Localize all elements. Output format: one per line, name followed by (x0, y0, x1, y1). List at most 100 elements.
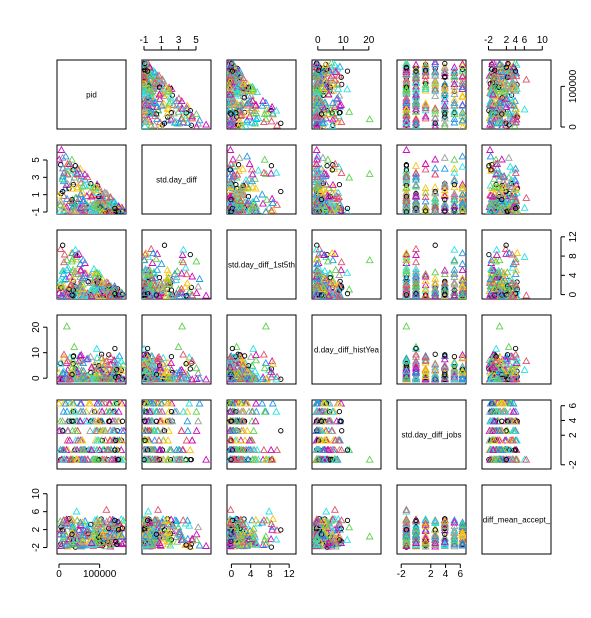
data-point (233, 188, 242, 196)
data-point (458, 274, 466, 282)
data-point (511, 257, 520, 266)
data-point (431, 284, 440, 292)
data-point (91, 273, 100, 281)
data-point (61, 374, 70, 382)
data-point (233, 76, 242, 84)
data-point (431, 60, 440, 66)
data-point (458, 91, 466, 99)
data-point (495, 183, 504, 191)
data-point (93, 268, 102, 276)
data-point (331, 159, 340, 167)
data-point (326, 269, 335, 277)
data-point (166, 291, 175, 299)
data-point (247, 91, 255, 99)
data-point (328, 256, 337, 264)
data-point (152, 80, 161, 88)
data-point (511, 164, 520, 172)
data-point (272, 168, 281, 176)
data-point (495, 255, 504, 264)
data-point (238, 83, 247, 91)
data-point (450, 164, 459, 172)
panel-r0-c2 (226, 59, 297, 130)
data-point (315, 98, 324, 107)
data-point (458, 366, 466, 374)
data-point (151, 281, 159, 289)
data-point (195, 116, 204, 124)
data-point (413, 190, 419, 197)
panel-points (402, 60, 466, 129)
data-point (511, 117, 520, 126)
panel-r2-c1 (141, 229, 212, 300)
data-point (450, 189, 459, 197)
data-point (159, 99, 168, 107)
data-point (499, 94, 508, 102)
data-point (168, 353, 175, 360)
data-point (402, 145, 411, 153)
data-point (156, 84, 163, 90)
data-point (142, 276, 149, 284)
data-point (509, 259, 518, 267)
data-point (431, 85, 440, 93)
data-point (84, 181, 93, 189)
data-point (168, 291, 177, 299)
data-point (85, 279, 91, 285)
data-point (175, 368, 184, 377)
data-point (412, 191, 420, 199)
data-point (458, 374, 466, 383)
data-point (431, 363, 440, 371)
data-point (163, 265, 172, 274)
data-point (58, 153, 67, 161)
data-point (72, 163, 79, 169)
data-point (150, 79, 159, 87)
data-point (412, 104, 420, 112)
data-point (60, 350, 68, 358)
data-point (86, 278, 95, 286)
data-point (158, 359, 167, 367)
data-point (330, 249, 339, 257)
data-point (494, 76, 503, 84)
data-point (233, 189, 242, 197)
data-point (161, 242, 168, 248)
data-point (155, 95, 164, 103)
data-point (365, 255, 374, 264)
data-point (142, 374, 150, 383)
data-point (232, 89, 241, 97)
data-point (250, 373, 259, 381)
data-point (68, 274, 77, 282)
data-point (440, 83, 449, 92)
data-point (312, 145, 321, 153)
data-point (402, 98, 411, 107)
data-point (172, 289, 181, 297)
data-point (412, 267, 420, 275)
data-point (178, 250, 187, 258)
data-point (188, 114, 197, 122)
data-point (267, 104, 276, 112)
data-point (324, 163, 330, 169)
data-point (175, 291, 184, 299)
data-point (458, 205, 466, 214)
data-point (142, 64, 147, 71)
variable-label: std.day_diff_1st5th (228, 261, 295, 270)
data-point (60, 175, 69, 184)
data-point (79, 358, 88, 367)
data-point (421, 276, 430, 285)
data-point (177, 284, 186, 292)
data-point (431, 359, 440, 367)
data-point (174, 342, 183, 350)
data-point (227, 71, 235, 79)
data-point (106, 375, 115, 383)
data-point (487, 282, 496, 290)
data-point (248, 182, 257, 191)
data-point (440, 121, 449, 129)
data-point (183, 118, 192, 127)
data-point (174, 289, 183, 297)
data-point (142, 288, 150, 296)
data-point (261, 358, 270, 367)
data-point (61, 152, 70, 160)
panel-points (57, 322, 126, 383)
data-point (229, 170, 238, 178)
panel-r2-c2: std.day_diff_1st5th (226, 229, 297, 300)
data-point (450, 280, 459, 288)
data-point (458, 152, 466, 160)
